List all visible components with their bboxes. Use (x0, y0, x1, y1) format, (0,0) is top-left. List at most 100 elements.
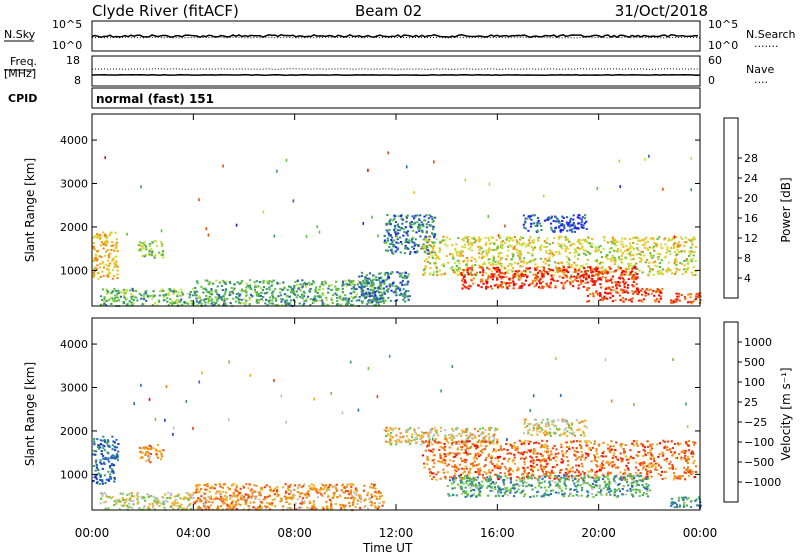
data-cell (487, 236, 490, 239)
data-cell (439, 457, 442, 459)
data-cell (234, 503, 237, 506)
data-cell (456, 466, 459, 469)
data-cell (584, 239, 587, 241)
data-cell (522, 270, 525, 272)
data-cell (580, 281, 583, 283)
data-cell (660, 470, 664, 473)
data-cell (214, 498, 217, 500)
data-cell (318, 296, 321, 299)
data-cell (189, 497, 192, 499)
data-cell (583, 240, 587, 243)
data-cell (102, 435, 105, 438)
data-cell (375, 495, 378, 498)
data-cell (627, 468, 630, 471)
data-cell (616, 268, 619, 271)
data-cell (432, 233, 435, 236)
y-axis-title: Slant Range [km] (23, 158, 37, 262)
data-cell (482, 431, 485, 434)
data-cell (217, 303, 220, 306)
data-cell (479, 427, 482, 430)
data-cell (626, 273, 629, 276)
data-cell (254, 507, 258, 510)
data-cell (488, 268, 491, 271)
data-cell (359, 496, 363, 499)
data-cell (206, 291, 209, 293)
data-cell (661, 273, 664, 276)
data-cell (693, 459, 696, 462)
data-cell (336, 496, 339, 499)
data-cell (645, 465, 648, 468)
data-cell (205, 289, 208, 291)
data-cell (425, 238, 428, 240)
data-cell (650, 475, 653, 478)
data-cell (283, 286, 286, 289)
data-cell (455, 264, 459, 267)
data-cell (257, 295, 260, 297)
data-cell (550, 450, 553, 453)
data-cell (337, 303, 340, 306)
data-cell (616, 291, 619, 294)
data-cell (672, 472, 676, 475)
data-cell (142, 495, 145, 498)
data-cell (553, 279, 556, 282)
data-cell (425, 266, 428, 269)
data-cell (364, 282, 367, 285)
data-cell (573, 278, 577, 281)
data-cell (461, 442, 464, 445)
data-cell (438, 250, 441, 253)
data-cell (310, 488, 313, 491)
data-cell (513, 456, 516, 459)
data-cell (158, 501, 161, 504)
data-cell (539, 246, 542, 248)
data-cell (442, 457, 445, 460)
data-cell (422, 225, 425, 228)
data-cell (622, 278, 625, 281)
data-cell (471, 436, 474, 439)
data-cell (532, 462, 535, 465)
data-cell (386, 290, 389, 293)
data-cell (418, 226, 421, 229)
data-cell (240, 298, 243, 301)
data-cell (551, 278, 555, 281)
data-cell (429, 245, 433, 248)
data-cell (109, 296, 112, 299)
data-cell (443, 442, 446, 445)
data-cell (611, 295, 615, 297)
data-cell (500, 257, 504, 259)
data-cell (161, 252, 164, 254)
data-cell (467, 241, 470, 244)
data-cell (318, 230, 321, 234)
data-cell (387, 249, 390, 252)
data-cell (635, 277, 638, 280)
data-cell (489, 285, 492, 288)
data-cell (173, 495, 176, 498)
data-cell (433, 233, 437, 236)
data-cell (404, 241, 407, 244)
data-cell (461, 254, 464, 257)
data-cell (265, 298, 268, 301)
data-cell (195, 300, 198, 303)
data-cell (359, 286, 363, 289)
data-cell (105, 304, 108, 307)
data-cell (218, 296, 221, 299)
data-cell (626, 248, 629, 251)
data-cell (482, 282, 485, 285)
data-cell (501, 272, 504, 275)
data-cell (492, 450, 495, 453)
data-cell (693, 251, 696, 254)
data-cell (122, 294, 126, 297)
data-cell (415, 231, 418, 234)
data-cell (578, 267, 581, 270)
data-cell (679, 236, 682, 239)
data-cell (687, 440, 691, 443)
data-cell (564, 236, 567, 238)
data-cell (119, 492, 122, 495)
data-cell (512, 470, 515, 473)
data-cell (635, 471, 638, 474)
data-cell (195, 484, 198, 487)
data-cell (448, 436, 451, 439)
data-cell (560, 247, 564, 250)
data-cell (322, 488, 325, 491)
data-cell (657, 300, 661, 303)
data-cell (589, 266, 592, 269)
